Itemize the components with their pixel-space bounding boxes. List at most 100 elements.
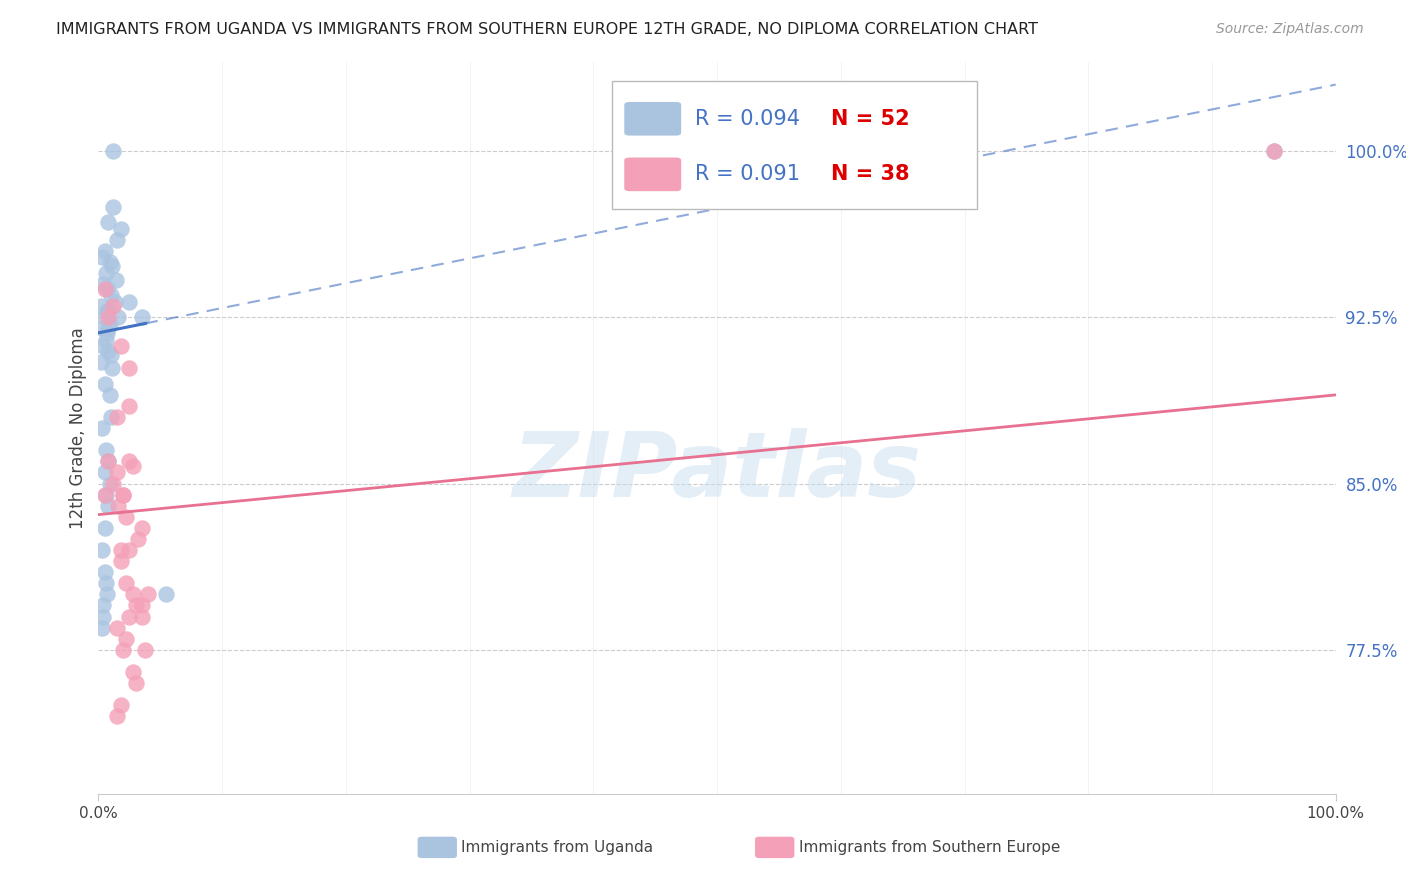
Point bbox=[101, 361, 124, 376]
Point bbox=[93, 488, 115, 502]
Point bbox=[155, 587, 177, 601]
Y-axis label: 12th Grade, No Diploma: 12th Grade, No Diploma bbox=[69, 327, 87, 529]
Point bbox=[105, 233, 128, 247]
Point bbox=[94, 333, 117, 347]
Point bbox=[90, 354, 112, 368]
Point bbox=[1263, 144, 1285, 158]
Point bbox=[110, 339, 132, 353]
Point bbox=[93, 310, 115, 325]
Point bbox=[97, 310, 120, 325]
Point bbox=[110, 554, 132, 568]
Point bbox=[91, 251, 114, 265]
Point bbox=[97, 215, 120, 229]
Point bbox=[98, 255, 121, 269]
Point bbox=[97, 321, 120, 335]
Point bbox=[100, 348, 122, 362]
Point bbox=[131, 609, 153, 624]
Point bbox=[114, 632, 136, 646]
Text: IMMIGRANTS FROM UGANDA VS IMMIGRANTS FROM SOUTHERN EUROPE 12TH GRADE, NO DIPLOMA: IMMIGRANTS FROM UGANDA VS IMMIGRANTS FRO… bbox=[56, 22, 1038, 37]
Point bbox=[124, 599, 146, 613]
Point bbox=[98, 317, 121, 331]
Text: R = 0.094: R = 0.094 bbox=[695, 109, 800, 128]
FancyBboxPatch shape bbox=[612, 81, 977, 209]
Text: ZIPatlas: ZIPatlas bbox=[513, 428, 921, 516]
Point bbox=[114, 576, 136, 591]
Point bbox=[136, 587, 159, 601]
Point bbox=[96, 326, 118, 340]
Point bbox=[105, 466, 128, 480]
Point bbox=[93, 244, 115, 258]
Point bbox=[134, 642, 156, 657]
FancyBboxPatch shape bbox=[624, 158, 681, 191]
Point bbox=[107, 499, 129, 513]
Point bbox=[97, 454, 120, 468]
Point bbox=[1263, 144, 1285, 158]
Text: Immigrants from Uganda: Immigrants from Uganda bbox=[461, 840, 654, 855]
Point bbox=[131, 599, 153, 613]
Point bbox=[100, 288, 122, 302]
Point bbox=[93, 566, 115, 580]
Point bbox=[98, 476, 121, 491]
Point bbox=[93, 521, 115, 535]
Point bbox=[93, 376, 115, 391]
Point bbox=[118, 609, 141, 624]
Point bbox=[94, 266, 117, 280]
Point bbox=[101, 260, 124, 274]
Text: N = 38: N = 38 bbox=[831, 164, 910, 185]
Point bbox=[110, 543, 132, 558]
Point bbox=[104, 273, 127, 287]
Point bbox=[97, 303, 120, 318]
Point bbox=[103, 299, 125, 313]
Text: Source: ZipAtlas.com: Source: ZipAtlas.com bbox=[1216, 22, 1364, 37]
Point bbox=[112, 488, 135, 502]
Point bbox=[97, 499, 120, 513]
Text: Immigrants from Southern Europe: Immigrants from Southern Europe bbox=[799, 840, 1060, 855]
Point bbox=[118, 361, 141, 376]
Point bbox=[122, 587, 145, 601]
Point bbox=[103, 476, 125, 491]
Point bbox=[94, 488, 117, 502]
Point bbox=[98, 388, 121, 402]
Point bbox=[90, 299, 112, 313]
Point bbox=[97, 343, 120, 358]
Point bbox=[131, 310, 153, 325]
Point bbox=[91, 321, 114, 335]
Point bbox=[118, 454, 141, 468]
Point bbox=[110, 221, 132, 235]
Point bbox=[118, 399, 141, 413]
Point bbox=[112, 488, 135, 502]
Point bbox=[122, 458, 145, 473]
Point bbox=[91, 621, 114, 635]
Point bbox=[97, 454, 120, 468]
Point bbox=[112, 642, 135, 657]
Point bbox=[96, 281, 118, 295]
FancyBboxPatch shape bbox=[624, 102, 681, 136]
Point bbox=[107, 310, 129, 325]
Point bbox=[93, 466, 115, 480]
Point bbox=[96, 587, 118, 601]
Point bbox=[96, 303, 118, 318]
Point bbox=[118, 294, 141, 309]
Point bbox=[93, 281, 115, 295]
Point bbox=[103, 200, 125, 214]
Point bbox=[105, 709, 128, 723]
Point bbox=[118, 543, 141, 558]
Point bbox=[93, 609, 115, 624]
Point bbox=[124, 676, 146, 690]
Text: R = 0.091: R = 0.091 bbox=[695, 164, 800, 185]
Point bbox=[103, 294, 125, 309]
Point bbox=[127, 532, 149, 546]
Point bbox=[105, 621, 128, 635]
Point bbox=[93, 599, 115, 613]
Point bbox=[91, 421, 114, 435]
Point bbox=[110, 698, 132, 713]
Point bbox=[94, 576, 117, 591]
Point bbox=[100, 410, 122, 425]
Point bbox=[93, 277, 115, 291]
Point bbox=[103, 144, 125, 158]
Point bbox=[94, 443, 117, 458]
Point bbox=[131, 521, 153, 535]
Point bbox=[93, 339, 115, 353]
Point bbox=[122, 665, 145, 679]
Text: N = 52: N = 52 bbox=[831, 109, 910, 128]
